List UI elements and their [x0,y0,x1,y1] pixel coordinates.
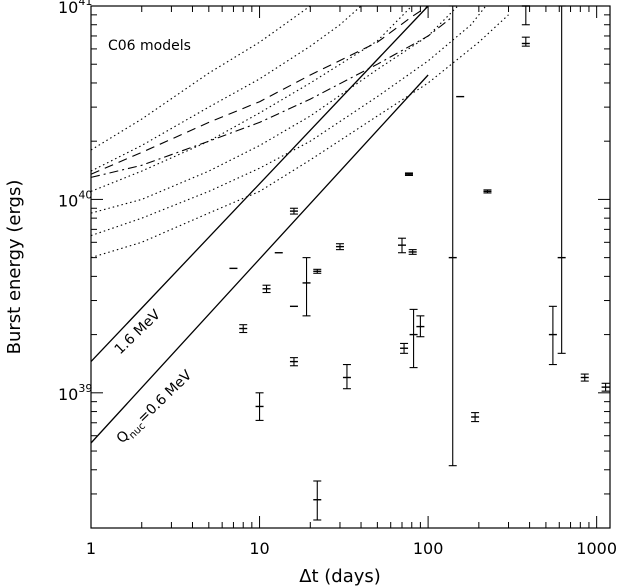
data-points [229,5,610,521]
data-point [313,268,322,274]
y-tick-exponent: 39 [78,382,92,395]
data-point [601,382,610,392]
data-point [408,249,417,255]
model-curve-7 [90,5,429,175]
x-tick-label: 10 [249,539,269,558]
data-point [342,364,351,390]
reference-line-2 [90,74,429,444]
data-point [548,305,557,366]
models-annotation: C06 models [108,38,191,54]
data-point [521,5,530,26]
data-point [335,243,344,251]
data-point [404,172,413,177]
y-tick-base: 10 [58,0,78,17]
y-tick-label: 1041 [58,0,92,17]
data-point [409,308,418,369]
x-tick-label: 100 [413,539,444,558]
y-tick-exponent: 40 [78,188,92,201]
x-tick-label: 1000 [576,539,617,558]
line-low-value: =0.6 MeV [135,367,196,427]
data-point [448,5,457,467]
y-tick-base: 10 [58,385,78,404]
model-curve-6 [90,14,509,259]
model-curve-2 [90,5,362,172]
model-curve-3 [90,5,413,192]
data-point [313,480,322,521]
reference-line-1 [90,5,429,363]
data-point [262,284,271,294]
data-point [400,342,409,354]
model-curve-1 [90,5,311,151]
data-point [289,207,298,215]
data-point [255,392,264,421]
model-curve-5 [90,5,487,237]
data-point [471,412,480,423]
data-point [483,189,492,194]
plot-frame [90,5,611,529]
data-point [416,315,425,338]
data-point [302,257,311,317]
model-curves [90,5,509,259]
data-point [397,237,406,254]
data-point [521,36,530,47]
reference-lines [90,5,429,444]
y-axis-label: Burst energy (ergs) [4,180,25,355]
y-tick-label: 1039 [58,382,92,404]
y-tick-exponent: 41 [78,0,92,8]
data-point [289,357,298,367]
data-point [580,373,589,382]
model-curve-8 [90,16,454,178]
model-curve-4 [90,5,459,214]
x-axis-label: Δt (days) [299,566,381,587]
data-point [557,5,566,354]
y-tick-base: 10 [58,191,78,210]
line-low-label: Qnuc=0.6 MeV [114,367,198,449]
data-point [239,324,248,334]
y-tick-label: 1040 [58,188,92,210]
x-tick-label: 1 [86,539,96,558]
